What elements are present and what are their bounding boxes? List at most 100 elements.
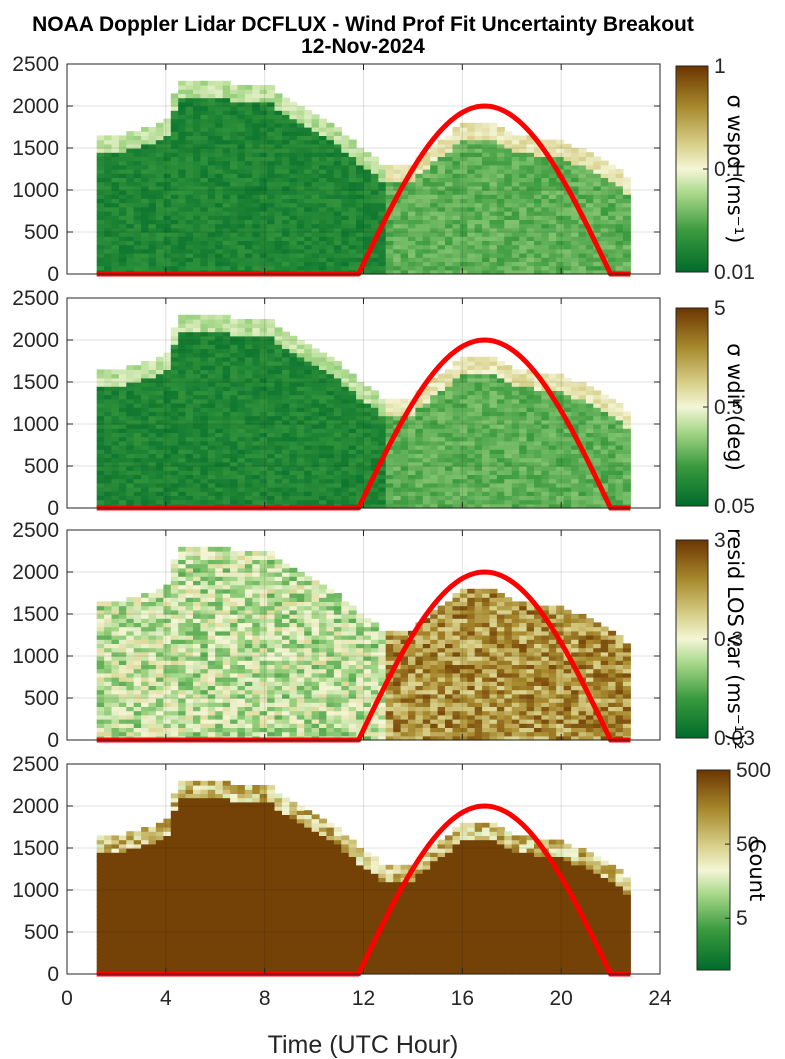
heatmap-cell xyxy=(363,428,372,433)
heatmap-cell xyxy=(326,419,335,425)
heatmap-cell xyxy=(519,164,528,170)
heatmap-cell xyxy=(548,257,557,262)
heatmap-cell xyxy=(422,478,431,484)
heatmap-cell xyxy=(155,377,164,383)
heatmap-cell xyxy=(534,419,542,425)
heatmap-cell xyxy=(244,198,253,204)
heatmap-cell xyxy=(326,487,335,492)
heatmap-cell xyxy=(333,386,342,391)
heatmap-cell xyxy=(252,394,261,400)
heatmap-cell xyxy=(585,398,594,404)
heatmap-cell xyxy=(408,445,416,450)
heatmap-cell xyxy=(585,390,594,396)
heatmap-cell xyxy=(489,386,498,391)
heatmap-cell xyxy=(415,491,424,496)
heatmap-cell xyxy=(578,386,587,391)
heatmap-cell xyxy=(422,215,431,220)
heatmap-cell xyxy=(541,461,550,467)
heatmap-cell xyxy=(385,198,394,204)
heatmap-cell xyxy=(222,257,231,262)
heatmap-cell xyxy=(511,269,520,275)
heatmap-cell xyxy=(141,386,150,391)
heatmap-cell xyxy=(437,219,446,225)
heatmap-cell xyxy=(282,257,290,262)
heatmap-cell xyxy=(185,348,194,354)
heatmap-cell xyxy=(385,269,394,275)
heatmap-cell xyxy=(267,169,276,174)
heatmap-cell xyxy=(437,394,446,400)
heatmap-cell xyxy=(408,185,416,191)
heatmap-cell xyxy=(207,356,216,362)
heatmap-cell xyxy=(548,487,557,492)
heatmap-cell xyxy=(541,419,550,425)
heatmap-cell xyxy=(519,211,528,216)
heatmap-cell xyxy=(133,219,142,225)
heatmap-cell xyxy=(237,377,246,383)
heatmap-cell xyxy=(341,440,350,446)
heatmap-cell xyxy=(333,232,342,237)
heatmap-cell xyxy=(408,457,416,463)
heatmap-cell xyxy=(311,152,320,157)
heatmap-cell xyxy=(326,127,335,132)
heatmap-cell xyxy=(259,244,268,250)
heatmap-cell xyxy=(363,173,372,178)
heatmap-cell xyxy=(556,236,565,241)
heatmap-cell xyxy=(430,377,439,383)
heatmap-cell xyxy=(482,499,491,505)
heatmap-cell xyxy=(259,97,268,103)
heatmap-cell xyxy=(163,118,172,124)
heatmap-cell xyxy=(141,244,150,250)
heatmap-cell xyxy=(378,261,387,267)
heatmap-cell xyxy=(563,457,572,463)
heatmap-cell xyxy=(467,411,476,417)
heatmap-cell xyxy=(133,152,142,157)
heatmap-cell xyxy=(541,432,550,438)
heatmap-cell xyxy=(311,411,320,417)
heatmap-cell xyxy=(296,499,305,505)
heatmap-cell xyxy=(600,173,609,178)
heatmap-cell xyxy=(267,407,276,412)
heatmap-cell xyxy=(445,377,453,383)
heatmap-cell xyxy=(437,236,446,241)
heatmap-cell xyxy=(578,198,587,204)
heatmap-cell xyxy=(282,160,290,166)
heatmap-cell xyxy=(274,118,283,124)
y-tick-label: 1500 xyxy=(12,137,59,160)
heatmap-cell xyxy=(393,491,402,496)
heatmap-cell xyxy=(474,373,483,379)
heatmap-cell xyxy=(304,352,313,358)
heatmap-cell xyxy=(193,139,201,145)
heatmap-cell xyxy=(437,143,446,149)
heatmap-cell xyxy=(482,461,491,467)
heatmap-cell xyxy=(326,491,335,496)
heatmap-cell xyxy=(482,261,491,267)
heatmap-cell xyxy=(452,131,461,136)
heatmap-cell xyxy=(104,440,113,446)
heatmap-cell xyxy=(252,352,261,358)
heatmap-cell xyxy=(215,85,224,90)
heatmap-cell xyxy=(319,206,327,212)
heatmap-cell xyxy=(341,169,350,174)
heatmap-cell xyxy=(141,190,150,195)
heatmap-cell xyxy=(222,419,231,425)
heatmap-cell xyxy=(141,215,150,220)
heatmap-cell xyxy=(207,244,216,250)
heatmap-cell xyxy=(348,232,357,237)
heatmap-cell xyxy=(496,394,505,400)
heatmap-cell xyxy=(511,491,520,496)
heatmap-cell xyxy=(393,470,402,475)
heatmap-cell xyxy=(511,206,520,212)
heatmap-cell xyxy=(319,436,327,442)
heatmap-cell xyxy=(274,449,283,454)
heatmap-cell xyxy=(400,223,409,229)
heatmap-cell xyxy=(504,211,513,216)
heatmap-cell xyxy=(304,482,313,488)
heatmap-cell xyxy=(170,236,179,241)
heatmap-cell xyxy=(578,398,587,404)
heatmap-cell xyxy=(459,215,468,220)
heatmap-cell xyxy=(556,503,565,509)
heatmap-cell xyxy=(511,215,520,220)
heatmap-cell xyxy=(155,411,164,417)
heatmap-cell xyxy=(267,127,276,132)
heatmap-cell xyxy=(348,190,357,195)
